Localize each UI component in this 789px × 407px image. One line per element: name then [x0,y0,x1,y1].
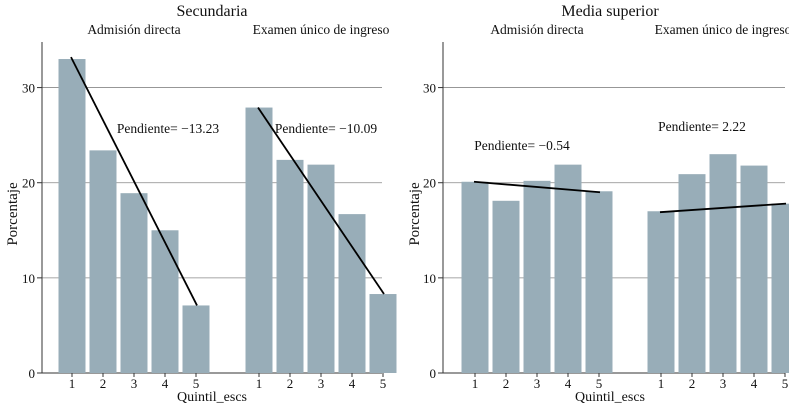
x-tick-label: 5 [380,376,387,391]
x-tick-label: 2 [100,376,107,391]
group-label: Admisión directa [490,22,583,37]
x-tick-label: 1 [472,376,479,391]
x-axis-label: Quintil_escs [177,390,247,405]
y-axis-label: Porcentaje [407,182,423,246]
x-tick-label: 2 [689,376,696,391]
y-tick-label: 20 [22,176,35,191]
trend-line [70,56,198,306]
bar [740,165,768,373]
x-tick-label: 1 [658,376,665,391]
x-tick-label: 4 [751,376,758,391]
chart-title: Secundaria [176,3,247,20]
bar [58,59,86,374]
y-tick-label: 30 [22,81,35,96]
x-tick-label: 5 [596,376,603,391]
chart-panel-1: Secundaria 0 10 20 30 Porcentaje Quintil_escs A… [5,3,397,405]
slope-annotation: Pendiente= −0.54 [474,138,570,153]
chart-title: Media superior [561,3,659,20]
bar [554,164,582,373]
bar [709,154,737,373]
bar [523,180,551,373]
x-tick-label: 2 [287,376,294,391]
x-tick-label: 4 [565,376,572,391]
x-axis-label: Quintil_escs [575,390,645,405]
y-tick-label: 10 [423,271,436,286]
y-tick-label: 10 [22,271,35,286]
bar [276,159,304,373]
x-tick-label: 5 [193,376,200,391]
x-tick-label: 5 [782,376,789,391]
group-label: Admisión directa [87,22,180,37]
x-tick-label: 1 [69,376,76,391]
bar [338,214,366,373]
chart-panel-2: Media superior 0 10 20 30 Porcentaje Quintil_e… [407,3,789,405]
bar [89,150,117,373]
bar [151,230,179,373]
y-tick-label: 0 [430,366,437,381]
group-label: Examen único de ingreso [655,22,789,37]
y-tick-label: 20 [423,176,436,191]
bar [182,305,210,373]
bar [678,174,706,373]
bar [492,200,520,373]
y-axis-label: Porcentaje [5,182,21,246]
x-tick-label: 3 [534,376,541,391]
x-tick-label: 1 [256,376,263,391]
bar [120,193,148,373]
trend-line [473,180,601,194]
bar [585,191,613,373]
x-tick-label: 4 [349,376,356,391]
slope-annotation: Pendiente= −10.09 [275,121,377,136]
bar [369,294,397,373]
y-tick-label: 0 [29,366,36,381]
bar [245,107,273,374]
slope-annotation: Pendiente= −13.23 [117,121,219,136]
y-tick-label: 30 [423,81,436,96]
group-label: Examen único de ingreso [253,22,390,37]
trend-line [257,107,385,295]
bar [307,164,335,373]
x-tick-label: 4 [162,376,169,391]
x-tick-label: 2 [503,376,510,391]
slope-annotation: Pendiente= 2.22 [658,119,746,134]
bar [771,203,789,373]
x-tick-label: 3 [720,376,727,391]
bar [461,181,489,373]
x-tick-label: 3 [318,376,325,391]
bar [647,211,675,373]
trend-line [659,202,787,214]
x-tick-label: 3 [131,376,138,391]
